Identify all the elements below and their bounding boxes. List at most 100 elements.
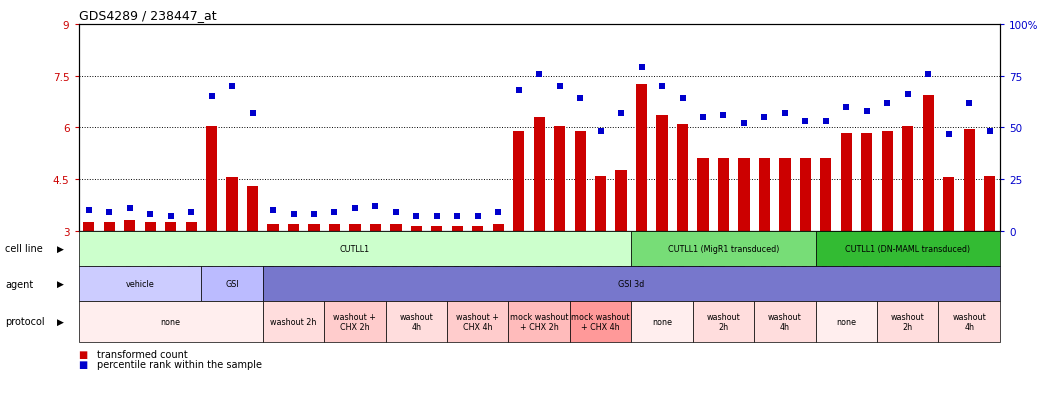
Bar bbox=[841, 133, 852, 231]
Bar bbox=[206, 126, 217, 231]
Bar bbox=[718, 159, 729, 231]
Point bbox=[961, 100, 978, 107]
Bar bbox=[922, 95, 934, 231]
Point bbox=[347, 205, 363, 212]
Bar bbox=[513, 131, 525, 231]
Point bbox=[121, 205, 138, 212]
Point bbox=[101, 209, 117, 216]
Bar bbox=[943, 178, 954, 231]
Text: GDS4289 / 238447_at: GDS4289 / 238447_at bbox=[79, 9, 216, 22]
Text: washout +
CHX 2h: washout + CHX 2h bbox=[334, 312, 376, 331]
Bar bbox=[410, 226, 422, 231]
Bar bbox=[636, 85, 647, 231]
Bar bbox=[595, 176, 606, 231]
Point bbox=[981, 129, 998, 135]
Text: vehicle: vehicle bbox=[126, 280, 154, 288]
Point bbox=[244, 110, 261, 117]
Point bbox=[694, 114, 711, 121]
Point bbox=[428, 214, 445, 220]
Bar bbox=[431, 226, 443, 231]
Bar bbox=[820, 159, 831, 231]
Point bbox=[510, 88, 527, 94]
Bar bbox=[83, 223, 94, 231]
Point bbox=[326, 209, 342, 216]
Point bbox=[141, 211, 158, 218]
Bar bbox=[677, 125, 688, 231]
Bar bbox=[329, 224, 340, 231]
Point bbox=[838, 104, 854, 111]
Point bbox=[162, 214, 179, 220]
Text: CUTLL1 (DN-MAML transduced): CUTLL1 (DN-MAML transduced) bbox=[845, 244, 971, 253]
Bar bbox=[391, 224, 401, 231]
Bar bbox=[903, 126, 913, 231]
Text: GSI 3d: GSI 3d bbox=[618, 280, 645, 288]
Point bbox=[859, 108, 875, 115]
Point bbox=[81, 207, 97, 214]
Text: agent: agent bbox=[5, 279, 34, 289]
Text: washout
4h: washout 4h bbox=[953, 312, 986, 331]
Text: washout 2h: washout 2h bbox=[270, 317, 316, 326]
Point bbox=[797, 119, 814, 125]
Bar bbox=[697, 159, 709, 231]
Bar bbox=[451, 226, 463, 231]
Text: CUTLL1: CUTLL1 bbox=[340, 244, 370, 253]
Point bbox=[715, 112, 732, 119]
Bar bbox=[125, 221, 135, 231]
Bar bbox=[185, 223, 197, 231]
Text: none: none bbox=[837, 317, 856, 326]
Bar bbox=[616, 171, 627, 231]
Text: CUTLL1 (MigR1 transduced): CUTLL1 (MigR1 transduced) bbox=[668, 244, 779, 253]
Bar bbox=[862, 133, 872, 231]
Text: ▶: ▶ bbox=[58, 280, 64, 288]
Point bbox=[572, 96, 588, 102]
Bar bbox=[493, 224, 504, 231]
Bar bbox=[370, 224, 381, 231]
Text: percentile rank within the sample: percentile rank within the sample bbox=[97, 360, 263, 370]
Point bbox=[878, 100, 895, 107]
Text: washout
4h: washout 4h bbox=[400, 312, 433, 331]
Text: mock washout
+ CHX 2h: mock washout + CHX 2h bbox=[510, 312, 569, 331]
Bar bbox=[800, 159, 811, 231]
Bar bbox=[350, 224, 360, 231]
Point bbox=[920, 71, 937, 78]
Text: ▶: ▶ bbox=[58, 244, 64, 253]
Point bbox=[756, 114, 773, 121]
Text: ▶: ▶ bbox=[58, 317, 64, 326]
Point bbox=[674, 96, 691, 102]
Text: washout
4h: washout 4h bbox=[768, 312, 802, 331]
Bar bbox=[309, 224, 319, 231]
Point bbox=[593, 129, 609, 135]
Text: none: none bbox=[160, 317, 181, 326]
Text: protocol: protocol bbox=[5, 317, 45, 327]
Text: GSI: GSI bbox=[225, 280, 239, 288]
Point bbox=[408, 214, 425, 220]
Point bbox=[736, 121, 753, 127]
Text: washout
2h: washout 2h bbox=[707, 312, 740, 331]
Bar bbox=[144, 223, 156, 231]
Point bbox=[531, 71, 548, 78]
Point bbox=[265, 207, 282, 214]
Point bbox=[612, 110, 629, 117]
Text: ■: ■ bbox=[79, 349, 88, 359]
Point bbox=[490, 209, 507, 216]
Point bbox=[940, 131, 957, 138]
Bar bbox=[534, 118, 544, 231]
Bar bbox=[104, 223, 115, 231]
Text: mock washout
+ CHX 4h: mock washout + CHX 4h bbox=[572, 312, 630, 331]
Bar bbox=[165, 223, 176, 231]
Point bbox=[633, 65, 650, 71]
Bar bbox=[963, 130, 975, 231]
Bar bbox=[882, 131, 893, 231]
Point bbox=[224, 83, 241, 90]
Point bbox=[469, 214, 486, 220]
Bar bbox=[226, 178, 238, 231]
Bar bbox=[267, 224, 279, 231]
Point bbox=[203, 94, 220, 100]
Point bbox=[449, 214, 466, 220]
Bar bbox=[247, 187, 259, 231]
Bar bbox=[738, 159, 750, 231]
Text: cell line: cell line bbox=[5, 244, 43, 254]
Point bbox=[899, 92, 916, 98]
Bar bbox=[779, 159, 790, 231]
Bar bbox=[288, 224, 299, 231]
